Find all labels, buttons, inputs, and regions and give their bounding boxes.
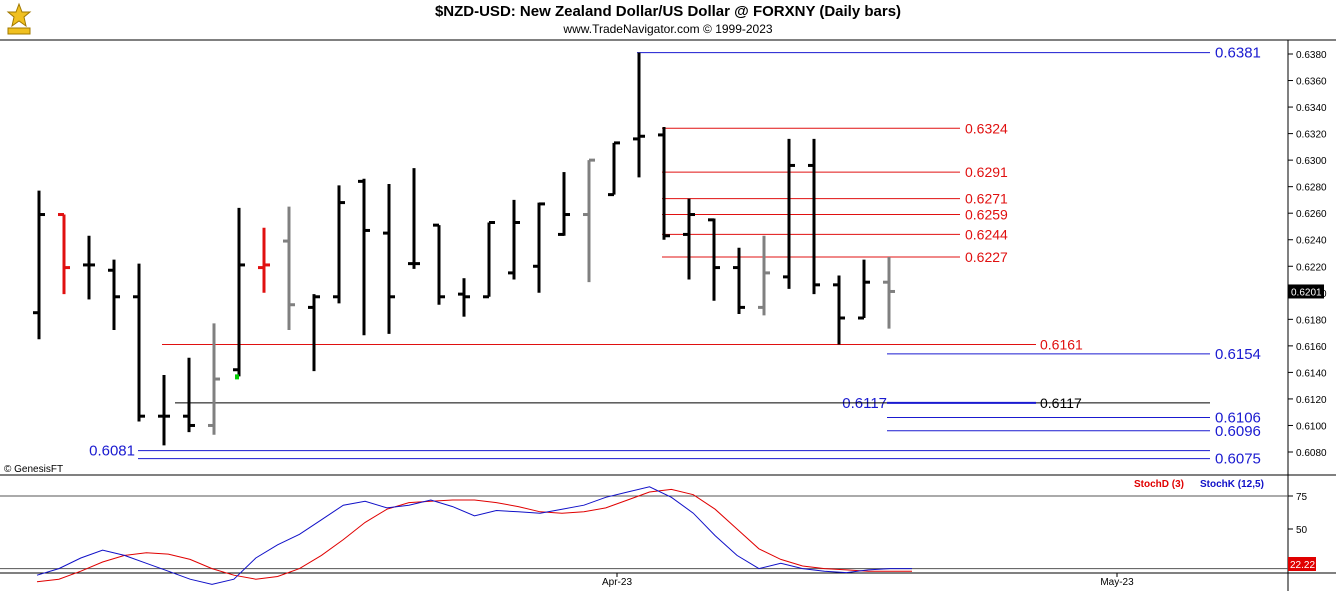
stochastic-panel: 75 50 22.22 StochD (3) StochK (12,5) Apr-23… — [0, 479, 1316, 588]
price-bar — [833, 275, 845, 345]
price-tick-label: 0.6140 — [1296, 368, 1327, 379]
date-axis: Apr-23 May-23 — [602, 573, 1134, 588]
price-panel: 0.6380 0.6360 0.6340 0.6320 0.6300 0.6280 0.62… — [0, 39, 1336, 591]
price-bar — [733, 247, 745, 315]
price-bar — [283, 206, 295, 330]
stoch-tick-label: 50 — [1296, 525, 1308, 536]
level-label: 0.6081 — [89, 443, 135, 460]
price-bar — [383, 184, 395, 334]
price-bar — [33, 190, 45, 340]
price-tick-label: 0.6260 — [1296, 209, 1327, 220]
price-bar — [783, 138, 795, 289]
price-tick-label: 0.6180 — [1296, 315, 1327, 326]
stoch-tick-label: 75 — [1296, 492, 1308, 503]
price-bar — [458, 278, 470, 317]
stoch-axis: 75 50 22.22 — [0, 492, 1316, 571]
price-bar — [608, 141, 620, 197]
level-label: 0.6381 — [1215, 45, 1261, 62]
stoch-lines — [36, 486, 912, 585]
price-bar — [183, 357, 195, 433]
price-bar — [158, 375, 170, 446]
last-price-marker: 0.6201 — [1288, 284, 1324, 299]
level-label: 0.6271 — [965, 191, 1008, 207]
stoch-last-value: 22.22 — [1290, 560, 1315, 571]
price-tick-label: 0.6300 — [1296, 156, 1327, 167]
price-bar — [233, 207, 245, 377]
level-label: 0.6117 — [1040, 395, 1082, 411]
chart-header: $NZD-USD: New Zealand Dollar/US Dollar @… — [0, 0, 1336, 40]
price-bar — [308, 294, 320, 372]
price-bar — [333, 185, 345, 304]
price-tick-label: 0.6220 — [1296, 262, 1327, 273]
price-bar — [808, 138, 820, 295]
price-bar — [633, 52, 645, 178]
level-label: 0.6154 — [1215, 346, 1261, 363]
price-tick-label: 0.6160 — [1296, 342, 1327, 353]
price-bar — [658, 126, 670, 240]
price-bar — [683, 198, 695, 280]
last-price-box — [1288, 284, 1324, 299]
price-tick-label: 0.6080 — [1296, 448, 1327, 459]
price-bar — [358, 178, 370, 336]
price-tick-label: 0.6340 — [1296, 103, 1327, 114]
price-bar — [58, 213, 70, 295]
price-bar — [508, 199, 520, 280]
level-label: 0.6096 — [1215, 423, 1261, 440]
level-label: 0.6324 — [965, 120, 1008, 136]
price-tick-label: 0.6120 — [1296, 395, 1327, 406]
price-bar — [483, 220, 495, 299]
tradenavigator-logo-icon — [6, 2, 32, 35]
stoch-series-line — [36, 486, 912, 585]
price-bar — [208, 323, 220, 435]
stoch-last-box — [1288, 557, 1316, 571]
copyright-label: © GenesisFT — [4, 464, 63, 475]
price-bar — [133, 263, 145, 422]
price-bar — [533, 202, 545, 293]
stoch-series-line — [36, 488, 912, 583]
level-label: 0.6075 — [1215, 451, 1261, 468]
price-bar — [258, 227, 270, 293]
price-tick-label: 0.6280 — [1296, 183, 1327, 194]
price-bar — [108, 259, 120, 330]
price-bar — [408, 168, 420, 269]
price-tick-label: 0.6320 — [1296, 130, 1327, 141]
price-tick-label: 0.6360 — [1296, 77, 1327, 88]
price-bar — [433, 223, 445, 305]
stoch-legend-k: StochK (12,5) — [1200, 479, 1264, 490]
last-price-value: 0.6201 — [1291, 287, 1322, 298]
price-tick-label: 0.6100 — [1296, 421, 1327, 432]
price-bar — [83, 235, 95, 300]
level-label: 0.6227 — [965, 249, 1008, 265]
price-bar — [758, 235, 770, 316]
signal-marker — [235, 374, 239, 380]
price-axis: 0.6380 0.6360 0.6340 0.6320 0.6300 0.6280 0.62… — [1288, 50, 1327, 459]
level-label: 0.6161 — [1040, 337, 1083, 353]
chart-subtitle: www.TradeNavigator.com © 1999-2023 — [563, 22, 773, 36]
level-label: 0.6259 — [965, 207, 1008, 223]
stoch-legend: StochD (3) StochK (12,5) — [1134, 479, 1264, 490]
price-bar — [858, 259, 870, 320]
level-label: 0.6244 — [965, 226, 1008, 242]
price-bar — [558, 172, 570, 236]
level-label: 0.6106 — [1215, 410, 1261, 427]
stoch-legend-d: StochD (3) — [1134, 479, 1184, 490]
price-bar — [883, 256, 895, 329]
date-tick-label: May-23 — [1100, 577, 1134, 588]
level-label: 0.6291 — [965, 164, 1008, 180]
price-bars — [33, 52, 895, 446]
price-tick-label: 0.6380 — [1296, 50, 1327, 61]
date-tick-label: Apr-23 — [602, 577, 632, 588]
price-tick-label: 0.6240 — [1296, 236, 1327, 247]
price-bar — [708, 218, 720, 301]
price-bar — [583, 158, 595, 283]
chart-title: $NZD-USD: New Zealand Dollar/US Dollar @… — [434, 3, 902, 20]
